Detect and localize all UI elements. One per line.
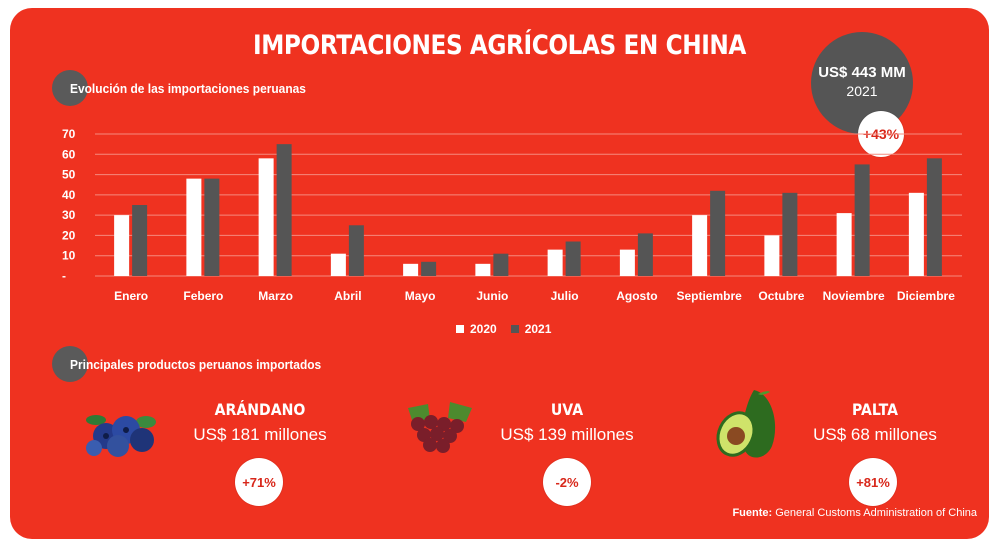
product-change-badge: -2%	[543, 458, 591, 506]
source-note: Fuente: General Customs Administration o…	[732, 507, 977, 519]
bar-2020-enero	[114, 215, 130, 276]
section-heading-products: Principales productos peruanos importado…	[52, 346, 343, 382]
monthly-imports-chart: 70 60 50 40 30 20 10 - Enero Febero Marzo Abril May…	[62, 127, 962, 303]
bar-2021-enero	[132, 205, 148, 276]
section-heading-evolution: Evolución de las importaciones peruanas	[52, 70, 326, 106]
x-tick-label: Marzo	[258, 289, 293, 303]
x-tick-label: Abril	[334, 289, 361, 303]
section-label: Evolución de las importaciones peruanas	[70, 80, 306, 96]
bar-2021-marzo	[276, 144, 292, 276]
legend-label-2021: 2021	[524, 322, 552, 336]
x-tick-label: Mayo	[405, 289, 436, 303]
x-axis: Enero Febero Marzo Abril Mayo Junio Julio Agost…	[114, 289, 955, 303]
chart-legend: 2020 2021	[456, 322, 551, 336]
product-value: US$ 181 millones	[193, 425, 327, 444]
blueberry-icon	[86, 415, 156, 457]
y-tick-label: 70	[62, 127, 76, 141]
x-tick-label: Agosto	[616, 289, 657, 303]
source-text: General Customs Administration of China	[775, 507, 977, 519]
product-grape: UVA US$ 139 millones	[482, 400, 652, 445]
bar-2021-abril	[348, 225, 364, 276]
y-tick-label: 20	[62, 228, 76, 242]
product-name: UVA	[550, 400, 584, 419]
product-name: ARÁNDANO	[214, 400, 306, 419]
bar-2021-julio	[565, 241, 581, 276]
legend-swatch-2021	[510, 325, 519, 333]
product-name: PALTA	[852, 400, 898, 419]
bar-2021-junio	[493, 253, 509, 276]
infographic-card: IMPORTACIONES AGRÍCOLAS EN CHINA Evoluci…	[10, 8, 989, 539]
section-dot-icon	[52, 70, 88, 106]
x-tick-label: Junio	[476, 289, 508, 303]
total-amount: US$ 443 MM	[818, 64, 906, 81]
x-tick-label: Julio	[551, 289, 579, 303]
bar-2020-mayo	[403, 263, 419, 276]
bar-2020-febero	[186, 178, 202, 276]
source-label: Fuente:	[732, 507, 773, 519]
product-avocado: PALTA US$ 68 millones	[790, 400, 960, 445]
chart-bars	[114, 144, 942, 276]
y-tick-label: 10	[62, 249, 76, 263]
y-tick-label: -	[62, 269, 66, 283]
product-change-badge: +71%	[235, 458, 283, 506]
bar-2020-junio	[475, 263, 491, 276]
bar-2021-febero	[204, 178, 220, 276]
x-tick-label: Diciembre	[897, 289, 955, 303]
product-value: US$ 68 millones	[813, 425, 937, 444]
total-year: 2021	[846, 83, 878, 99]
bar-2021-mayo	[421, 261, 437, 276]
product-change-badge: +81%	[849, 458, 897, 506]
bar-2020-diciembre	[908, 192, 924, 276]
page-title: IMPORTACIONES AGRÍCOLAS EN CHINA	[253, 30, 746, 61]
product-value: US$ 139 millones	[500, 425, 634, 444]
bar-2020-julio	[547, 249, 563, 276]
y-tick-label: 50	[62, 168, 76, 182]
bar-2021-octubre	[782, 192, 798, 276]
bar-2020-noviembre	[836, 213, 852, 276]
x-tick-label: Septiembre	[676, 289, 742, 303]
bar-2020-septiembre	[692, 215, 708, 276]
bar-2020-agosto	[619, 249, 635, 276]
bar-2020-abril	[330, 253, 346, 276]
bar-2020-octubre	[764, 235, 780, 276]
bar-2021-diciembre	[926, 158, 942, 276]
section-label: Principales productos peruanos importado…	[70, 356, 322, 372]
chart-grid	[95, 133, 962, 277]
x-tick-label: Noviembre	[823, 289, 885, 303]
product-blueberry: ARÁNDANO US$ 181 millones	[175, 400, 345, 445]
section-dot-icon	[52, 346, 88, 382]
x-tick-label: Febero	[183, 289, 223, 303]
legend-label-2020: 2020	[470, 322, 497, 336]
avocado-icon	[716, 390, 776, 458]
y-tick-label: 40	[62, 188, 76, 202]
total-badge: US$ 443 MM 2021	[811, 32, 913, 134]
y-tick-label: 60	[62, 147, 76, 161]
legend-swatch-2020	[456, 325, 464, 333]
bar-2021-agosto	[637, 233, 653, 276]
bar-2021-septiembre	[710, 190, 726, 276]
y-axis: 70 60 50 40 30 20 10 -	[62, 127, 76, 283]
bar-2020-marzo	[258, 158, 274, 276]
x-tick-label: Enero	[114, 289, 148, 303]
x-tick-label: Octubre	[758, 289, 804, 303]
y-tick-label: 30	[62, 208, 76, 222]
bar-2021-noviembre	[854, 164, 870, 276]
grape-icon	[408, 402, 472, 453]
